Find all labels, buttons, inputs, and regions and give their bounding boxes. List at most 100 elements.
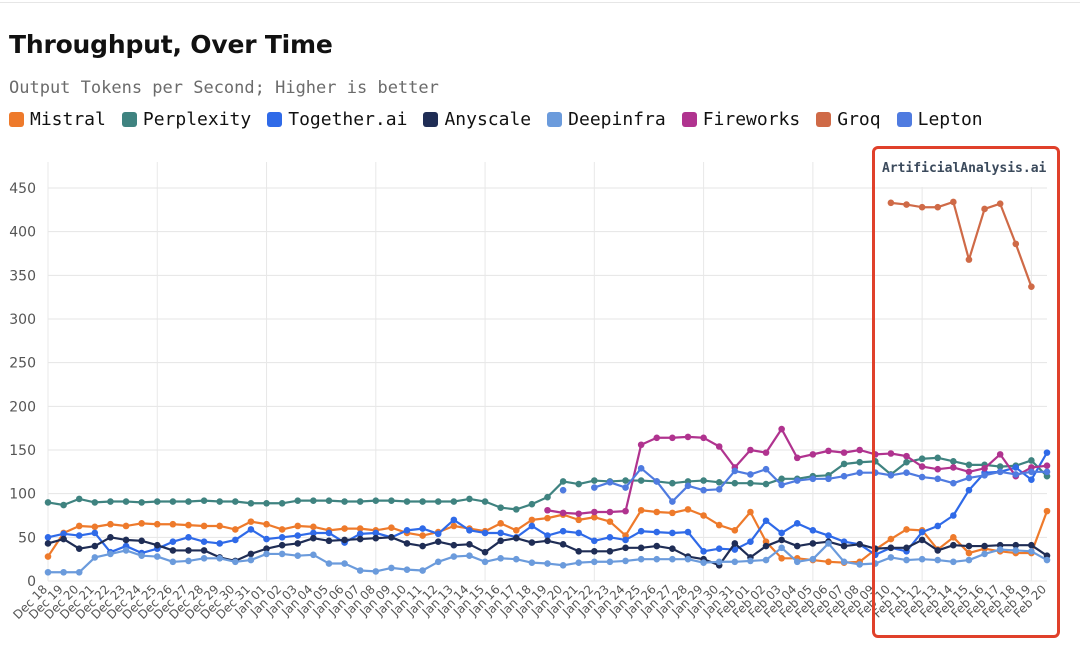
data-point-anyscale: [153, 541, 161, 549]
data-point-anyscale: [138, 537, 145, 545]
data-point-mistral: [700, 512, 707, 519]
data-point-perplexity: [856, 458, 863, 466]
data-point-perplexity: [747, 479, 754, 487]
data-point-perplexity: [497, 504, 504, 511]
data-point-lepton: [700, 486, 707, 494]
data-point-deepinfra: [981, 550, 988, 558]
data-point-fireworks: [887, 450, 895, 457]
data-point-anyscale: [731, 540, 739, 547]
data-point-deepinfra: [747, 557, 754, 565]
data-point-together-ai: [60, 530, 67, 538]
legend-item-fireworks[interactable]: Fireworks: [681, 109, 800, 130]
data-point-deepinfra: [419, 567, 426, 574]
data-point-perplexity: [840, 460, 848, 468]
data-point-lepton: [669, 498, 676, 505]
data-point-fireworks: [559, 509, 567, 517]
data-point-deepinfra: [278, 550, 286, 558]
data-point-together-ai: [809, 527, 817, 534]
data-point-anyscale: [44, 540, 52, 547]
data-point-perplexity: [403, 498, 411, 505]
data-point-together-ai: [606, 534, 614, 541]
data-point-together-ai: [622, 536, 629, 544]
data-point-anyscale: [653, 542, 661, 550]
data-point-perplexity: [528, 500, 536, 508]
data-point-fireworks: [793, 454, 801, 462]
data-point-fireworks: [996, 451, 1004, 458]
y-tick-label: 400: [9, 225, 36, 241]
data-point-perplexity: [232, 498, 239, 505]
legend-item-anyscale[interactable]: Anyscale: [423, 109, 531, 130]
data-point-deepinfra: [778, 544, 785, 552]
data-point-anyscale: [622, 544, 629, 552]
data-point-mistral: [75, 522, 83, 530]
data-point-deepinfra: [1043, 556, 1051, 564]
data-point-anyscale: [278, 541, 286, 549]
data-point-mistral: [950, 534, 957, 541]
data-point-fireworks: [1043, 462, 1051, 470]
legend-label: Anyscale: [444, 109, 532, 130]
y-tick-label: 0: [27, 574, 36, 590]
legend-label: Groq: [837, 109, 881, 130]
data-point-deepinfra: [856, 561, 863, 568]
data-point-deepinfra: [653, 555, 661, 563]
data-point-fireworks: [747, 446, 754, 454]
data-point-deepinfra: [372, 568, 380, 575]
data-point-mistral: [778, 554, 785, 562]
data-point-anyscale: [762, 542, 770, 550]
legend-item-mistral[interactable]: Mistral: [9, 109, 106, 130]
data-point-fireworks: [591, 508, 598, 516]
data-point-deepinfra: [591, 558, 598, 566]
data-point-fireworks: [981, 465, 988, 472]
data-point-anyscale: [60, 535, 67, 543]
data-point-lepton: [856, 469, 863, 477]
data-point-anyscale: [356, 535, 364, 543]
data-point-together-ai: [75, 532, 83, 539]
legend-item-deepinfra[interactable]: Deepinfra: [547, 109, 666, 130]
data-point-mistral: [715, 521, 723, 529]
data-point-perplexity: [247, 499, 255, 507]
data-point-together-ai: [778, 529, 785, 537]
data-point-together-ai: [325, 529, 333, 537]
data-point-deepinfra: [310, 551, 317, 559]
data-point-together-ai: [450, 516, 458, 524]
legend-label: Deepinfra: [568, 109, 666, 130]
legend-item-together-ai[interactable]: Together.ai: [267, 109, 407, 130]
data-point-mistral: [903, 526, 910, 533]
data-point-deepinfra: [965, 556, 973, 564]
data-point-fireworks: [934, 465, 942, 473]
data-point-deepinfra: [75, 568, 83, 576]
data-point-fireworks: [762, 449, 770, 456]
data-point-together-ai: [528, 522, 536, 530]
legend-label: Together.ai: [288, 109, 408, 130]
data-point-anyscale: [887, 544, 895, 552]
data-point-together-ai: [934, 522, 942, 530]
data-point-together-ai: [216, 540, 224, 547]
legend-item-lepton[interactable]: Lepton: [896, 109, 983, 130]
legend-item-groq[interactable]: Groq: [816, 109, 881, 130]
data-point-together-ai: [731, 546, 739, 553]
data-point-fireworks: [840, 449, 848, 456]
data-point-mistral: [512, 527, 520, 534]
legend-item-perplexity[interactable]: Perplexity: [121, 109, 251, 130]
data-point-perplexity: [325, 497, 333, 504]
data-point-fireworks: [950, 464, 957, 471]
data-point-lepton: [887, 472, 895, 479]
data-point-mistral: [153, 520, 161, 528]
data-point-anyscale: [325, 537, 333, 545]
data-point-together-ai: [762, 517, 770, 525]
data-point-perplexity: [903, 458, 910, 466]
data-point-lepton: [762, 465, 770, 473]
data-point-anyscale: [185, 547, 192, 554]
data-point-lepton: [996, 468, 1004, 476]
data-point-anyscale: [637, 544, 645, 552]
data-point-lepton: [1028, 468, 1035, 476]
data-point-together-ai: [965, 486, 973, 494]
data-point-perplexity: [544, 493, 551, 501]
data-point-mistral: [497, 520, 504, 527]
data-point-deepinfra: [934, 556, 942, 564]
data-point-deepinfra: [809, 555, 817, 563]
data-point-anyscale: [419, 542, 426, 550]
data-point-together-ai: [669, 529, 676, 537]
data-point-deepinfra: [434, 558, 442, 566]
data-point-deepinfra: [840, 558, 848, 566]
